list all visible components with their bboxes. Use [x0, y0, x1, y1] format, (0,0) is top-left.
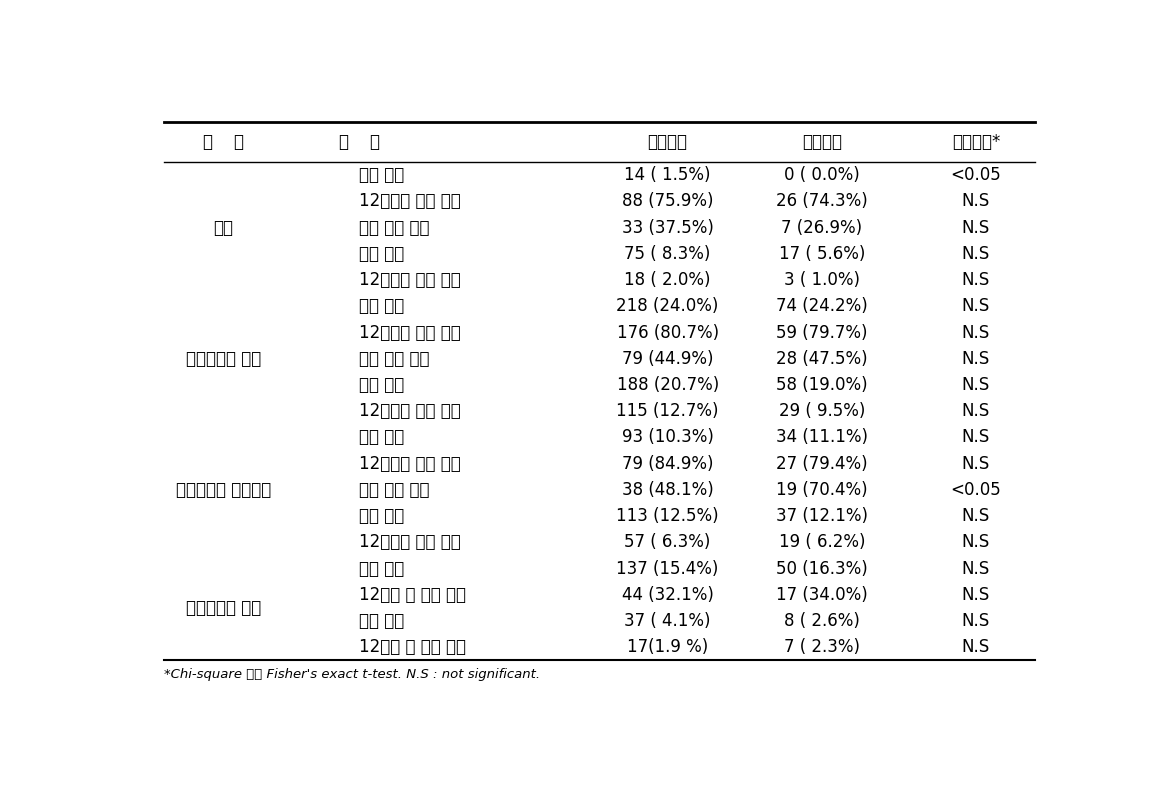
Text: N.S: N.S — [962, 428, 990, 447]
Text: N.S: N.S — [962, 350, 990, 367]
Text: 진단 경험: 진단 경험 — [359, 612, 405, 630]
Text: 동반 증상 경험: 동반 증상 경험 — [359, 350, 429, 367]
Text: 50 (16.3%): 50 (16.3%) — [776, 560, 868, 577]
Text: 12개월내 치료 경험: 12개월내 치료 경험 — [359, 271, 461, 289]
Text: 12개월내 증상 경험: 12개월내 증상 경험 — [359, 455, 461, 473]
Text: 75 ( 8.3%): 75 ( 8.3%) — [625, 245, 711, 263]
Text: 19 (70.4%): 19 (70.4%) — [776, 481, 868, 499]
Text: 188 (20.7%): 188 (20.7%) — [617, 376, 718, 394]
Text: 38 (48.1%): 38 (48.1%) — [621, 481, 714, 499]
Text: N.S: N.S — [962, 586, 990, 604]
Text: 진단 경험: 진단 경험 — [359, 507, 405, 525]
Text: 0 ( 0.0%): 0 ( 0.0%) — [784, 166, 860, 185]
Text: 12개월내 치료 경험: 12개월내 치료 경험 — [359, 402, 461, 421]
Text: N.S: N.S — [962, 192, 990, 211]
Text: N.S: N.S — [962, 560, 990, 577]
Text: 12개월내 치료 경험: 12개월내 치료 경험 — [359, 533, 461, 551]
Text: 33 (37.5%): 33 (37.5%) — [621, 219, 714, 237]
Text: N.S: N.S — [962, 324, 990, 341]
Text: 19 ( 6.2%): 19 ( 6.2%) — [778, 533, 865, 551]
Text: 증상 경험: 증상 경험 — [359, 297, 405, 315]
Text: 8 ( 2.6%): 8 ( 2.6%) — [784, 612, 860, 630]
Text: 18 ( 2.0%): 18 ( 2.0%) — [625, 271, 711, 289]
Text: 59 (79.7%): 59 (79.7%) — [776, 324, 867, 341]
Text: N.S: N.S — [962, 297, 990, 315]
Text: N.S: N.S — [962, 402, 990, 421]
Text: N.S: N.S — [962, 533, 990, 551]
Text: N.S: N.S — [962, 612, 990, 630]
Text: 88 (75.9%): 88 (75.9%) — [622, 192, 714, 211]
Text: N.S: N.S — [962, 507, 990, 525]
Text: N.S: N.S — [962, 271, 990, 289]
Text: 27 (79.4%): 27 (79.4%) — [776, 455, 868, 473]
Text: 수면 방해 경험: 수면 방해 경험 — [359, 481, 429, 499]
Text: N.S: N.S — [962, 245, 990, 263]
Text: 14 ( 1.5%): 14 ( 1.5%) — [625, 166, 711, 185]
Text: 28 (47.5%): 28 (47.5%) — [776, 350, 868, 367]
Text: 79 (44.9%): 79 (44.9%) — [622, 350, 714, 367]
Text: 137 (15.4%): 137 (15.4%) — [617, 560, 718, 577]
Text: 진단 경험: 진단 경험 — [359, 376, 405, 394]
Text: 58 (19.0%): 58 (19.0%) — [776, 376, 868, 394]
Text: 37 ( 4.1%): 37 ( 4.1%) — [625, 612, 711, 630]
Text: 7 (26.9%): 7 (26.9%) — [782, 219, 862, 237]
Text: 93 (10.3%): 93 (10.3%) — [621, 428, 714, 447]
Text: 노출지역: 노출지역 — [648, 133, 688, 151]
Text: 113 (12.5%): 113 (12.5%) — [617, 507, 718, 525]
Text: 증상 경험: 증상 경험 — [359, 560, 405, 577]
Text: 증상 경험: 증상 경험 — [359, 428, 405, 447]
Text: 26 (74.3%): 26 (74.3%) — [776, 192, 868, 211]
Text: *Chi-square 또는 Fisher's exact t-test. N.S : not significant.: *Chi-square 또는 Fisher's exact t-test. N.… — [164, 668, 541, 680]
Text: 알레르기성 비염: 알레르기성 비염 — [186, 350, 261, 367]
Text: <0.05: <0.05 — [950, 166, 1002, 185]
Text: N.S: N.S — [962, 219, 990, 237]
Text: <0.05: <0.05 — [950, 481, 1002, 499]
Text: 176 (80.7%): 176 (80.7%) — [617, 324, 718, 341]
Text: 37 (12.1%): 37 (12.1%) — [776, 507, 868, 525]
Text: 12개월내 증상 경험: 12개월내 증상 경험 — [359, 192, 461, 211]
Text: 12개월 내 증상 경험: 12개월 내 증상 경험 — [359, 586, 467, 604]
Text: 3 ( 1.0%): 3 ( 1.0%) — [784, 271, 860, 289]
Text: 57 ( 6.3%): 57 ( 6.3%) — [625, 533, 711, 551]
Text: 유의수준*: 유의수준* — [951, 133, 1000, 151]
Text: 115 (12.7%): 115 (12.7%) — [617, 402, 718, 421]
Text: 수면 방해 경험: 수면 방해 경험 — [359, 219, 429, 237]
Text: N.S: N.S — [962, 376, 990, 394]
Text: 천식: 천식 — [213, 219, 233, 237]
Text: N.S: N.S — [962, 455, 990, 473]
Text: N.S: N.S — [962, 638, 990, 657]
Text: 17 ( 5.6%): 17 ( 5.6%) — [778, 245, 865, 263]
Text: 7 ( 2.3%): 7 ( 2.3%) — [784, 638, 860, 657]
Text: 비교지역: 비교지역 — [801, 133, 841, 151]
Text: 34 (11.1%): 34 (11.1%) — [776, 428, 868, 447]
Text: 알레르기성 눈병: 알레르기성 눈병 — [186, 599, 261, 617]
Text: 17 (34.0%): 17 (34.0%) — [776, 586, 868, 604]
Text: 44 (32.1%): 44 (32.1%) — [621, 586, 714, 604]
Text: 천명 경험: 천명 경험 — [359, 166, 405, 185]
Text: 12개월내 증상 경험: 12개월내 증상 경험 — [359, 324, 461, 341]
Text: 17(1.9 %): 17(1.9 %) — [627, 638, 708, 657]
Text: 12개월 내 치료 경험: 12개월 내 치료 경험 — [359, 638, 467, 657]
Text: 구    분: 구 분 — [339, 133, 380, 151]
Text: 218 (24.0%): 218 (24.0%) — [617, 297, 718, 315]
Text: 74 (24.2%): 74 (24.2%) — [776, 297, 868, 315]
Text: 진단 경험: 진단 경험 — [359, 245, 405, 263]
Text: 29 ( 9.5%): 29 ( 9.5%) — [778, 402, 865, 421]
Text: 항    목: 항 목 — [202, 133, 243, 151]
Text: 알레르기성 피부질환: 알레르기성 피부질환 — [176, 481, 271, 499]
Text: 79 (84.9%): 79 (84.9%) — [622, 455, 714, 473]
